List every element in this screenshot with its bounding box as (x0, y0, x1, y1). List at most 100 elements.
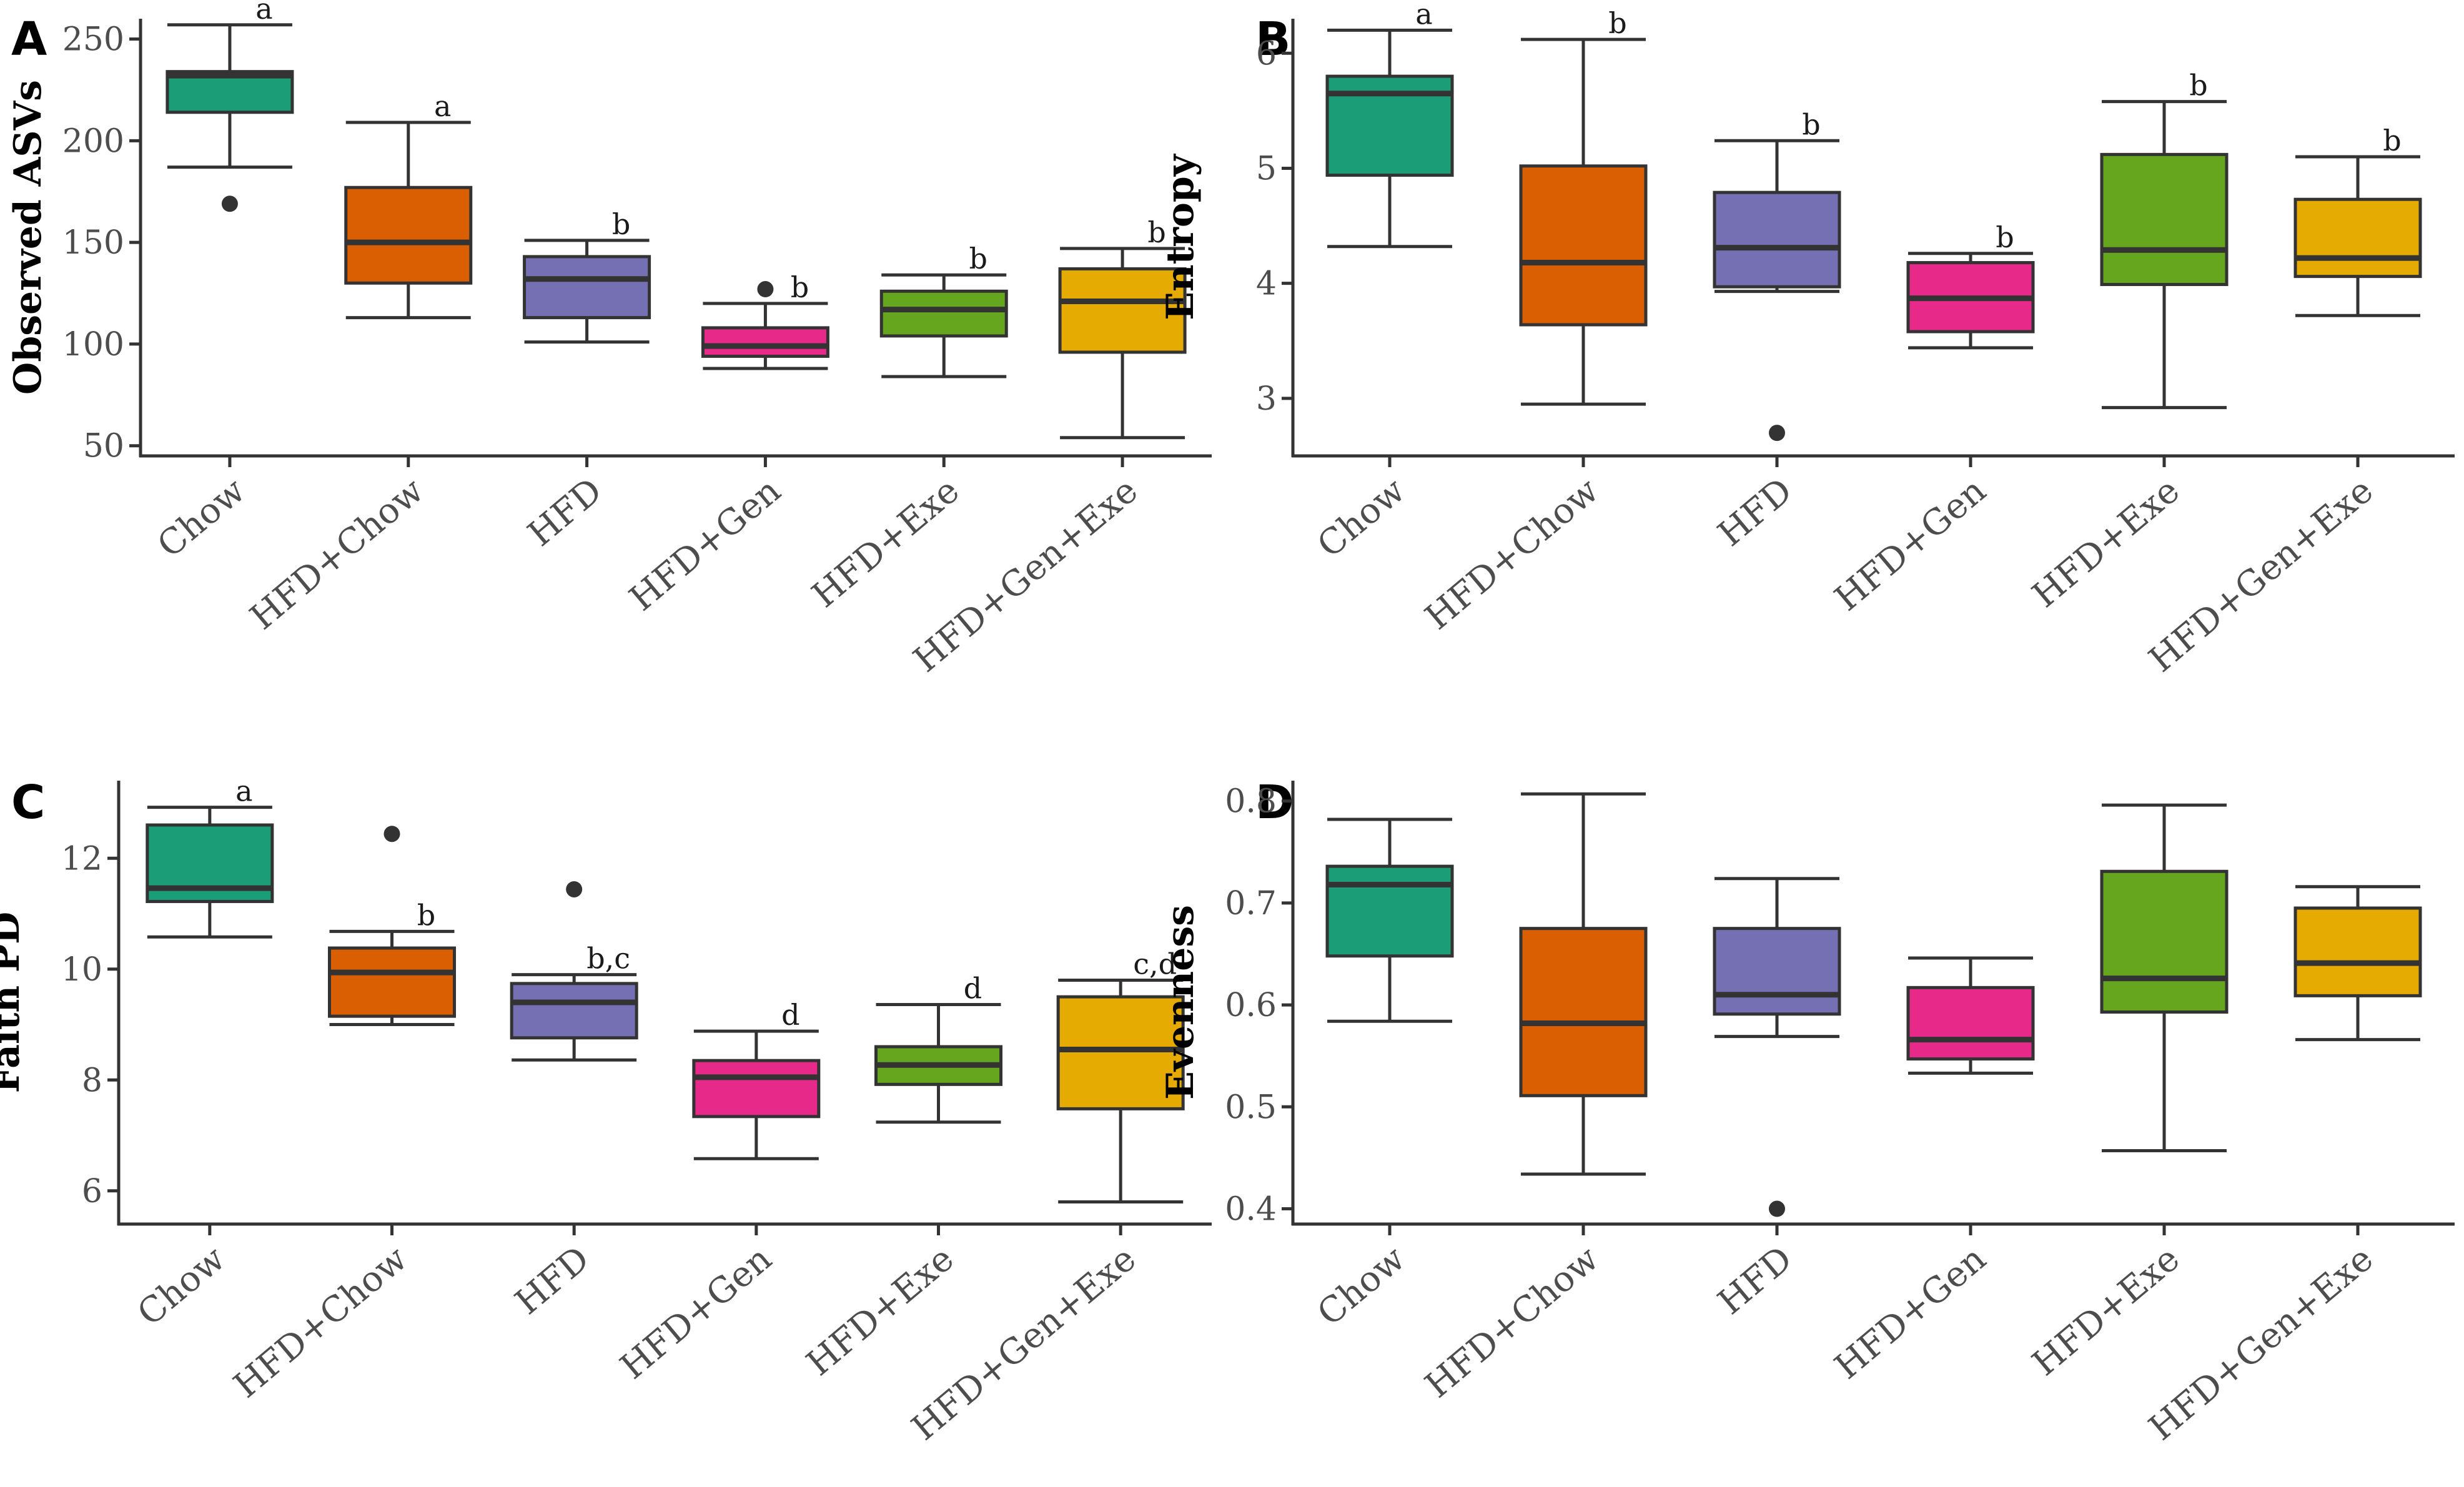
x-tick-label: Chow (130, 1238, 233, 1334)
x-tick-label: Chow (1310, 1238, 1413, 1334)
significance-letter: b (1996, 220, 2014, 254)
iqr-box (510, 982, 638, 1040)
box-hfd-gen: d (692, 998, 821, 1160)
significance-letter: b (1608, 6, 1626, 40)
outlier-point (566, 881, 583, 897)
y-tick-label: 12 (61, 840, 102, 877)
y-tick-label: 8 (82, 1062, 102, 1099)
iqr-box (701, 326, 829, 358)
box-hfd (1713, 877, 1841, 1217)
iqr-box (1519, 927, 1648, 1097)
x-tick-label: Chow (1310, 470, 1413, 566)
outlier-point (757, 281, 774, 298)
box-hfd-exe: d (874, 972, 1002, 1124)
y-tick-label: 200 (62, 122, 124, 160)
iqr-box (2293, 197, 2422, 279)
significance-letter: b (791, 270, 809, 304)
significance-letter: c,d (1133, 947, 1177, 981)
panel-tag: A (11, 12, 47, 66)
box-hfd-gen (1906, 956, 2035, 1075)
box-hfd: b (523, 207, 651, 344)
significance-letter: a (1415, 0, 1432, 31)
significance-letter: d (964, 972, 982, 1005)
significance-letter: a (235, 774, 252, 808)
y-tick-label: 50 (83, 428, 124, 465)
box-hfd-chow: b (1519, 6, 1648, 406)
y-tick-label: 0.5 (1225, 1089, 1277, 1126)
significance-letter: b (2383, 124, 2401, 157)
panel-tag: B (1255, 12, 1290, 66)
outlier-point (1769, 425, 1785, 442)
box-hfd-gen-exe: c,d (1056, 947, 1185, 1203)
box-hfd-chow (1519, 792, 1648, 1176)
iqr-box (1056, 995, 1185, 1110)
y-axis-title: Observed ASVs (6, 80, 50, 395)
box-hfd-exe (2100, 803, 2229, 1152)
iqr-box (523, 255, 651, 320)
significance-letter: b (612, 207, 630, 241)
iqr-box (1325, 864, 1454, 958)
x-tick-label: HFD+Exe (2025, 470, 2187, 616)
y-tick-label: 6 (1256, 35, 1277, 72)
y-tick-label: 100 (62, 326, 124, 363)
y-tick-label: 3 (1256, 380, 1277, 418)
iqr-box (1058, 267, 1187, 354)
x-tick-label: HFD (1711, 1238, 1800, 1323)
x-tick-label: HFD (508, 1238, 597, 1323)
x-tick-label: HFD+Gen (1827, 470, 1994, 619)
iqr-box (2100, 869, 2229, 1014)
outlier-point (1769, 1200, 1785, 1217)
box-chow: a (166, 0, 294, 212)
x-tick-label: HFD+Gen (1827, 1238, 1994, 1387)
iqr-box (879, 289, 1008, 338)
x-tick-label: HFD (1711, 470, 1800, 555)
box-hfd-gen: b (1906, 220, 2035, 350)
x-tick-label: HFD+Gen (613, 1238, 779, 1387)
outlier-point (383, 826, 400, 842)
y-tick-label: 250 (62, 21, 124, 59)
significance-letter: b (969, 242, 987, 275)
y-axis-title: Evenness (1159, 905, 1202, 1100)
y-tick-label: 4 (1256, 265, 1277, 303)
iqr-box (328, 946, 456, 1018)
iqr-box (1519, 164, 1648, 327)
panel-a: A 50 100 150 200 250 Observed ASVs a Chow a HFD+Ch… (6, 0, 1212, 680)
x-tick-label: HFD+Exe (799, 1238, 961, 1384)
significance-letter: b (417, 898, 435, 932)
y-tick-label: 6 (82, 1173, 102, 1210)
box-chow: a (1325, 0, 1454, 249)
x-tick-label: HFD+Chow (1418, 470, 1606, 638)
box-chow (1325, 818, 1454, 1023)
box-hfd-gen-exe: b (1058, 215, 1187, 440)
y-tick-label: 0.8 (1225, 783, 1277, 821)
box-hfd: b,c (510, 881, 638, 1062)
x-tick-label: HFD+Exe (2025, 1238, 2187, 1384)
y-tick-label: 10 (61, 951, 102, 989)
iqr-box (1713, 927, 1841, 1016)
significance-letter: b (1147, 215, 1165, 249)
significance-letter: a (434, 89, 451, 123)
iqr-box (2293, 906, 2422, 997)
x-tick-label: HFD+Chow (226, 1238, 415, 1406)
y-tick-label: 5 (1256, 150, 1277, 187)
x-tick-label: HFD (520, 470, 610, 555)
x-tick-label: HFD+Gen (622, 470, 789, 619)
iqr-box (1906, 986, 2035, 1061)
significance-letter: b (1802, 107, 1820, 141)
y-axis-title: Entropy (1159, 153, 1202, 320)
panel-b: B 3 4 5 6 Entropy a Chow b HFD+Chow b HFD b HFD+Gen b H… (1159, 0, 2455, 680)
panel-tag: C (11, 776, 45, 829)
iqr-box (344, 185, 473, 285)
iqr-box (1713, 190, 1841, 289)
y-axis-title: Faith PD (0, 912, 28, 1093)
box-hfd: b (1713, 107, 1841, 442)
significance-letter: a (255, 0, 272, 26)
outlier-point (221, 195, 238, 212)
box-hfd-exe: b (879, 242, 1008, 378)
x-tick-label: HFD+Chow (1418, 1238, 1606, 1406)
significance-letter: d (781, 998, 799, 1032)
box-chow: a (146, 774, 274, 939)
box-hfd-chow: a (344, 89, 473, 320)
